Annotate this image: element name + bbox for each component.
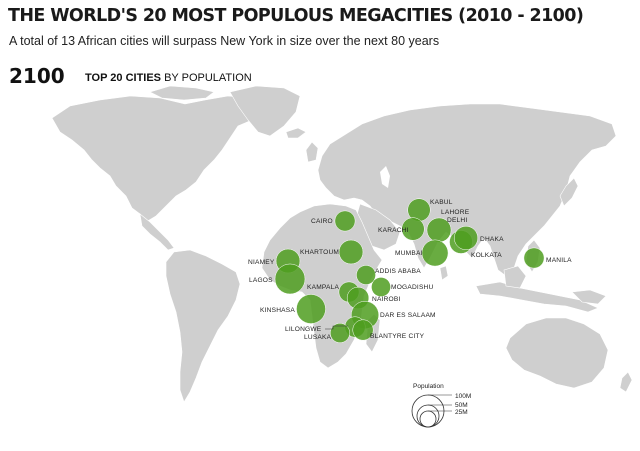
city-bubble-cairo[interactable]: [334, 210, 356, 232]
city-label-nairobi: NAIROBI: [372, 296, 401, 303]
lilongwe-leader-line: [325, 325, 348, 330]
city-label-manila: MANILA: [546, 257, 572, 264]
city-label-karachi: KARACHI: [378, 227, 409, 234]
city-label-mumbai: MUMBAI: [395, 250, 423, 257]
land-new-guinea: [571, 289, 607, 305]
city-bubbles: [274, 198, 545, 343]
city-bubble-dhaka[interactable]: [453, 225, 479, 251]
land-new-zealand: [619, 371, 633, 393]
city-label-khartoum: KHARTOUM: [300, 249, 339, 256]
land-borneo: [503, 265, 527, 289]
land-greenland: [229, 85, 301, 137]
landmass: [51, 85, 633, 403]
land-south-america: [165, 249, 241, 403]
population-legend: Population 100M 50M 25M: [411, 383, 471, 428]
city-bubble-mumbai[interactable]: [421, 239, 449, 267]
map-subtitle: A total of 13 African cities will surpas…: [9, 34, 440, 48]
city-label-dar-es-salaam: DAR ES SALAAM: [380, 312, 436, 319]
city-label-lusaka: LUSAKA: [304, 334, 332, 341]
ranking-label-rest: BY POPULATION: [161, 72, 252, 84]
ranking-label: TOP 20 CITIES BY POPULATION: [85, 72, 252, 84]
city-bubble-addis-ababa[interactable]: [356, 265, 376, 285]
caspian-sea: [380, 166, 390, 188]
city-label-kabul: KABUL: [430, 199, 453, 206]
city-label-kampala: KAMPALA: [307, 284, 339, 291]
city-label-lilongwe: LILONGWE: [285, 326, 322, 333]
city-label-kinshasa: KINSHASA: [260, 307, 295, 314]
land-sri-lanka: [439, 265, 449, 281]
city-label-addis-ababa: ADDIS ABABA: [375, 268, 421, 275]
land-arctic-islands: [149, 85, 215, 101]
legend-label-100m: 100M: [455, 393, 471, 400]
city-label-niamey: NIAMEY: [248, 259, 275, 266]
city-bubble-karachi[interactable]: [401, 217, 425, 241]
land-central-america: [139, 213, 175, 251]
city-label-delhi: DELHI: [447, 217, 467, 224]
land-uk: [305, 141, 319, 163]
city-label-kolkata: KOLKATA: [471, 252, 502, 259]
land-indonesia: [475, 281, 599, 313]
city-label-cairo: CAIRO: [311, 218, 333, 225]
city-bubble-lagos[interactable]: [274, 263, 306, 295]
city-bubble-khartoum[interactable]: [338, 239, 364, 265]
city-bubble-mogadishu[interactable]: [371, 277, 391, 297]
legend-label-50m: 50M: [455, 402, 468, 409]
city-label-dhaka: DHAKA: [480, 236, 504, 243]
legend-circle-25m: [419, 410, 437, 428]
city-label-lahore: LAHORE: [441, 209, 470, 216]
land-australia: [505, 317, 609, 389]
city-label-mogadishu: MOGADISHU: [391, 284, 434, 291]
city-bubble-lusaka[interactable]: [330, 323, 350, 343]
year-label: 2100: [9, 64, 65, 88]
city-label-blantyre: BLANTYRE CITY: [370, 333, 425, 340]
city-bubble-kinshasa[interactable]: [296, 294, 326, 324]
land-iceland: [285, 127, 307, 139]
city-bubble-manila[interactable]: [523, 247, 545, 269]
land-north-america: [51, 95, 263, 223]
ranking-label-bold: TOP 20 CITIES: [85, 72, 162, 84]
city-labels: CAIRO KABUL LAHORE DELHI KARACHI DHAKA M…: [248, 199, 572, 341]
map-title: THE WORLD'S 20 MOST POPULOUS MEGACITIES …: [8, 6, 584, 26]
legend-label-25m: 25M: [455, 409, 468, 416]
city-bubble-blantyre[interactable]: [352, 319, 374, 341]
legend-title: Population: [413, 383, 444, 390]
city-label-lagos: LAGOS: [249, 277, 273, 284]
land-japan: [559, 177, 579, 207]
